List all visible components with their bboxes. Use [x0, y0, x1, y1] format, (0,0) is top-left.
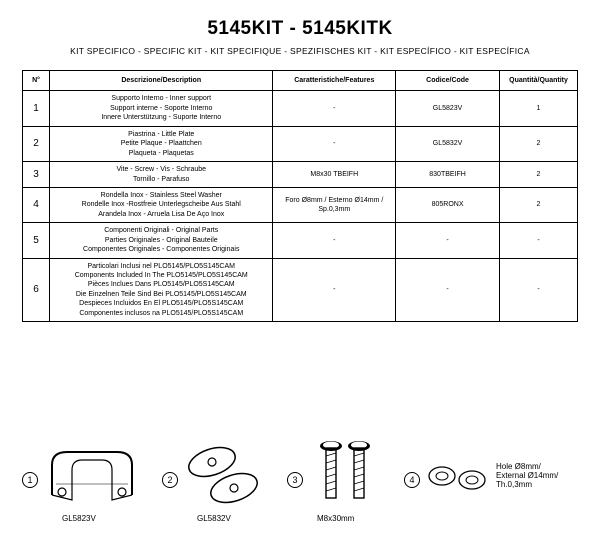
page-subtitle: KIT SPECIFICO - SPECIFIC KIT - KIT SPECI… — [22, 46, 578, 56]
table-row: 5 Componenti Originali - Original Parts … — [23, 223, 578, 258]
part-1-label: GL5823V — [62, 514, 96, 523]
badge-4: 4 — [404, 472, 420, 488]
cell-desc: Supporto Interno - Inner support Support… — [50, 91, 273, 126]
bracket-icon — [42, 440, 142, 510]
cell-num: 5 — [23, 223, 50, 258]
washers-icon — [424, 458, 494, 498]
part-screws: 3 — [287, 432, 392, 532]
part-3-label: M8x30mm — [317, 514, 354, 523]
badge-2: 2 — [162, 472, 178, 488]
part-2-label: GL5832V — [197, 514, 231, 523]
cell-code: - — [396, 223, 500, 258]
table-body: 1 Supporto Interno - Inner support Suppo… — [23, 91, 578, 322]
cell-qty: 1 — [500, 91, 578, 126]
cell-num: 6 — [23, 258, 50, 322]
cell-qty: 2 — [500, 126, 578, 161]
cell-code: GL5823V — [396, 91, 500, 126]
table-row: 2 Piastrina - Little Plate Petite Plaque… — [23, 126, 578, 161]
table-header-row: N° Descrizione/Description Caratteristic… — [23, 71, 578, 91]
cell-code: 830TBEIFH — [396, 162, 500, 188]
cell-desc: Particolari Inclusi nel PLO5145/PLO5S145… — [50, 258, 273, 322]
cell-qty: - — [500, 258, 578, 322]
part-washers: 4 Hole Ø8mm/ External Ø14mm/ Th.0,3mm — [404, 432, 574, 532]
cell-desc: Piastrina - Little Plate Petite Plaque -… — [50, 126, 273, 161]
col-feat: Caratteristiche/Features — [273, 71, 396, 91]
cell-feat: - — [273, 223, 396, 258]
col-num: N° — [23, 71, 50, 91]
table-row: 3 Vite - Screw - Vis - Schraube Tornillo… — [23, 162, 578, 188]
cell-qty: 2 — [500, 162, 578, 188]
cell-code: GL5832V — [396, 126, 500, 161]
cell-desc: Componenti Originali - Original Parts Pa… — [50, 223, 273, 258]
cell-num: 2 — [23, 126, 50, 161]
cell-num: 3 — [23, 162, 50, 188]
cell-feat: - — [273, 258, 396, 322]
illustration-strip: 1 GL5823V 2 GL5832V 3 — [22, 432, 578, 542]
cell-feat: M8x30 TBEIFH — [273, 162, 396, 188]
part-plates: 2 GL5832V — [162, 432, 272, 532]
cell-qty: - — [500, 223, 578, 258]
table-row: 4 Rondella Inox - Stainless Steel Washer… — [23, 187, 578, 222]
cell-num: 4 — [23, 187, 50, 222]
cell-feat: - — [273, 91, 396, 126]
cell-feat: Foro Ø8mm / Esterno Ø14mm / Sp.0,3mm — [273, 187, 396, 222]
cell-desc: Vite - Screw - Vis - Schraube Tornillo -… — [50, 162, 273, 188]
col-qty: Quantità/Quantity — [500, 71, 578, 91]
cell-num: 1 — [23, 91, 50, 126]
part-4-label: Hole Ø8mm/ External Ø14mm/ Th.0,3mm — [496, 462, 558, 489]
cell-desc: Rondella Inox - Stainless Steel Washer R… — [50, 187, 273, 222]
badge-3: 3 — [287, 472, 303, 488]
screws-icon — [309, 438, 384, 510]
cell-qty: 2 — [500, 187, 578, 222]
page-title: 5145KIT - 5145KITK — [22, 18, 578, 40]
part-bracket: 1 GL5823V — [22, 432, 152, 532]
table-row: 6 Particolari Inclusi nel PLO5145/PLO5S1… — [23, 258, 578, 322]
table-row: 1 Supporto Interno - Inner support Suppo… — [23, 91, 578, 126]
badge-1: 1 — [22, 472, 38, 488]
col-desc: Descrizione/Description — [50, 71, 273, 91]
col-code: Codice/Code — [396, 71, 500, 91]
cell-code: 805RONX — [396, 187, 500, 222]
parts-table: N° Descrizione/Description Caratteristic… — [22, 70, 578, 322]
cell-code: - — [396, 258, 500, 322]
cell-feat: - — [273, 126, 396, 161]
plates-icon — [182, 440, 267, 510]
